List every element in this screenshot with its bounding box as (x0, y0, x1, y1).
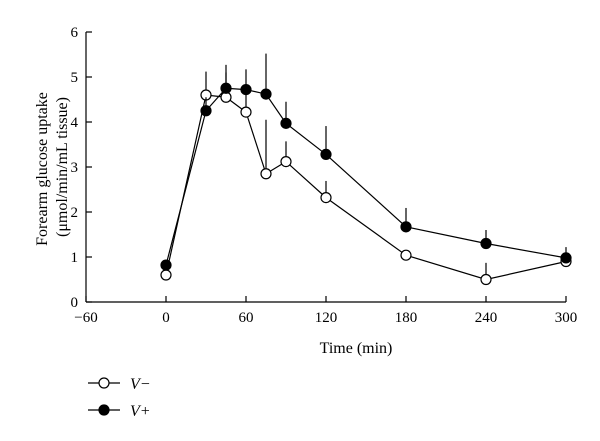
data-point-v-minus (280, 156, 292, 168)
data-point-v-plus (320, 148, 332, 160)
y-axis-title-line2: (μmol/min/mL tissue) (54, 97, 71, 237)
legend: V− V+ (88, 376, 151, 420)
series-line-v-minus (165, 94, 567, 281)
y-tick-label: 6 (71, 25, 79, 41)
y-axis-title-line1: Forearm glucose uptake (34, 92, 51, 246)
data-point-v-minus (240, 106, 252, 118)
x-axis-title: Time (min) (320, 340, 393, 357)
series-line-v-plus (165, 87, 567, 266)
y-ticks: 0 1 2 3 4 5 6 (71, 25, 92, 311)
x-tick-label: 300 (555, 310, 578, 326)
x-tick-label: 60 (239, 310, 254, 326)
data-point-v-minus (480, 273, 492, 286)
data-point-v-plus (560, 252, 572, 264)
y-axis-title: Forearm glucose uptake (μmol/min/mL tiss… (34, 88, 71, 246)
legend-label-v-plus: V+ (130, 403, 151, 420)
series-v-minus (160, 71, 572, 286)
legend-marker-v-plus (98, 404, 110, 416)
data-point-v-minus (260, 168, 272, 180)
legend-item-v-minus: V− (88, 376, 151, 393)
data-point-v-plus (200, 105, 212, 117)
y-tick-label: 2 (71, 205, 79, 221)
data-point-v-plus (260, 88, 272, 100)
y-tick-label: 1 (71, 250, 79, 266)
x-tick-label: 180 (395, 310, 418, 326)
data-point-v-minus (320, 192, 332, 204)
data-point-v-minus (400, 249, 412, 261)
legend-item-v-plus: V+ (88, 403, 151, 420)
legend-label-v-minus: V− (130, 376, 151, 393)
data-point-v-plus (400, 221, 412, 233)
y-tick-label: 5 (71, 70, 79, 86)
y-tick-label: 4 (71, 115, 79, 131)
x-tick-label: 240 (475, 310, 498, 326)
data-point-v-minus (160, 269, 172, 281)
x-ticks: −60 0 60 120 180 240 300 (74, 296, 577, 326)
data-point-v-plus (240, 83, 252, 96)
data-point-v-plus (220, 82, 232, 94)
y-tick-label: 0 (71, 295, 79, 311)
data-point-v-plus (280, 117, 292, 129)
x-tick-label: −60 (74, 310, 97, 326)
data-point-v-plus (160, 259, 172, 271)
data-point-v-plus (480, 237, 492, 250)
y-tick-label: 3 (71, 160, 79, 176)
x-tick-label: 120 (315, 310, 338, 326)
series-v-plus (160, 53, 572, 271)
legend-marker-v-minus (98, 377, 110, 389)
x-tick-label: 0 (162, 310, 170, 326)
series-layer (160, 53, 572, 286)
